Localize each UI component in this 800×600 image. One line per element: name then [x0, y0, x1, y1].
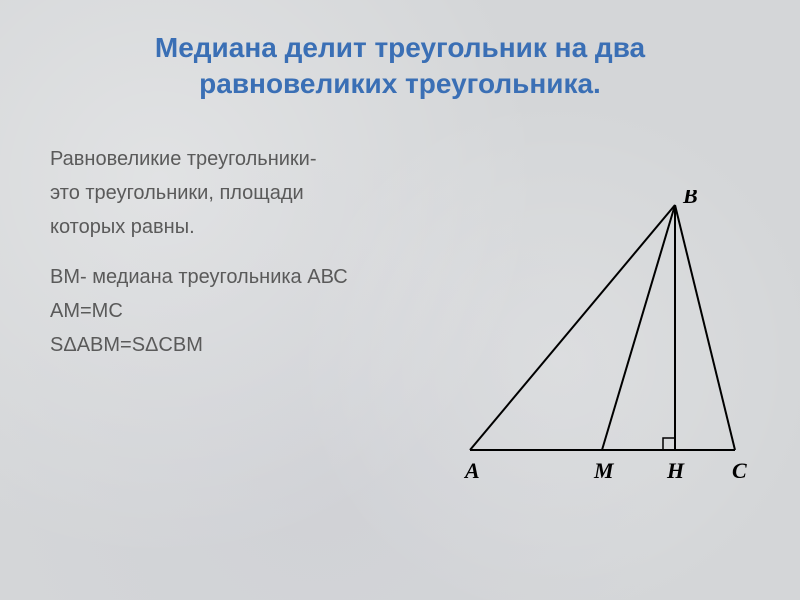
- title-line-1: Медиана делит треугольник на два: [40, 30, 760, 66]
- triangle-svg: A B C M H: [460, 190, 750, 490]
- svg-text:C: C: [732, 458, 747, 483]
- body-line-0: Равновеликие треугольники-: [50, 143, 750, 175]
- svg-text:B: B: [682, 190, 698, 208]
- slide-title: Медиана делит треугольник на два равнове…: [0, 0, 800, 123]
- title-line-2: равновеликих треугольника.: [40, 66, 760, 102]
- svg-text:M: M: [593, 458, 615, 483]
- svg-text:H: H: [666, 458, 685, 483]
- triangle-diagram: A B C M H: [460, 190, 750, 495]
- svg-text:A: A: [463, 458, 480, 483]
